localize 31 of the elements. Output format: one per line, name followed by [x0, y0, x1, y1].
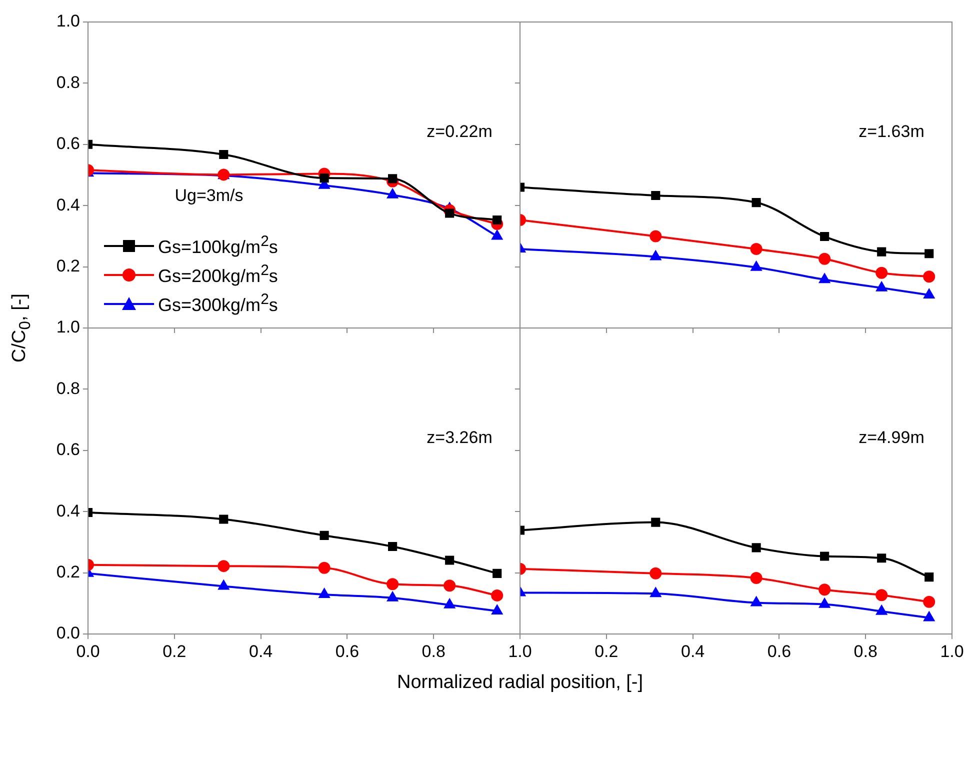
annotation: z=1.63m: [858, 122, 924, 141]
x-tick-label: 0.8: [854, 642, 878, 661]
y-tick-label: 0.4: [56, 195, 80, 214]
y-tick-label: 1.0: [56, 318, 80, 337]
x-tick-label: 0.4: [248, 642, 273, 661]
y-tick-label: 0.0: [56, 624, 80, 643]
y-tick-label: 0.4: [56, 501, 80, 520]
y-tick-label: 1.0: [56, 12, 80, 31]
x-tick-label: 0.4: [680, 642, 705, 661]
legend-label: Gs=300kg/m$^{2}$s: [158, 291, 278, 316]
x-tick-label: 1.0: [940, 642, 964, 661]
x-tick-label: 0.2: [594, 642, 618, 661]
y-tick-label: 0.2: [56, 562, 80, 582]
y-tick-label: 0.2: [56, 256, 80, 276]
y-tick-label: 0.6: [56, 440, 80, 460]
annotation: z=3.26m: [426, 428, 492, 447]
x-tick-label: 0.2: [162, 642, 186, 661]
annotation: z=4.99m: [858, 428, 924, 447]
x-tick-label: 0.6: [335, 642, 360, 661]
annotation: z=0.22m: [426, 122, 492, 141]
x-tick-label: 0.6: [767, 642, 792, 661]
x-tick-label: 0.0: [76, 642, 100, 661]
y-tick-label: 0.6: [56, 134, 80, 154]
legend-label: Gs=200kg/m$^{2}$s: [158, 262, 278, 287]
y-tick-label: 0.8: [56, 378, 80, 398]
x-tick-label: 1.0: [508, 642, 532, 661]
legend-label: Gs=100kg/m$^{2}$s: [158, 233, 278, 258]
x-tick-label: 0.8: [422, 642, 446, 661]
x-axis-title: Normalized radial position, [-]: [396, 672, 644, 694]
y-tick-label: 0.8: [56, 72, 80, 92]
annotation: Ug=3m/s: [174, 186, 244, 206]
